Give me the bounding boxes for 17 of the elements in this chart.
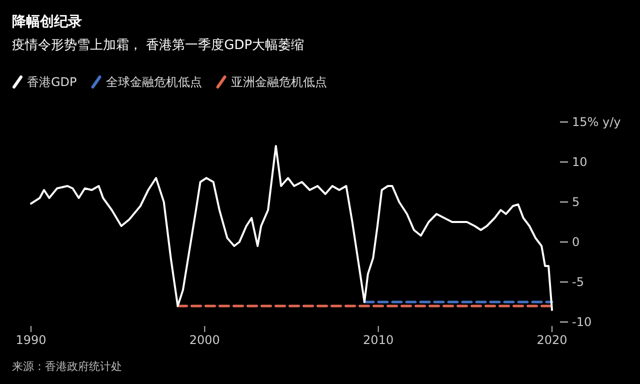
legend-label: 全球金融危机低点: [106, 75, 202, 89]
chart-title: 降幅创纪录: [12, 14, 82, 30]
chart-subtitle: 疫情令形势雪上加霜， 香港第一季度GDP大幅萎缩: [12, 37, 304, 53]
y-tick-label: -5: [572, 275, 584, 290]
x-tick-label: 1990: [16, 333, 46, 347]
y-tick-label: 5: [572, 195, 580, 210]
x-tick-label: 2010: [363, 333, 394, 347]
y-tick-label: -10: [572, 315, 592, 330]
line-series: [30, 145, 553, 311]
legend-label: 亚洲金融危机低点: [230, 75, 327, 89]
source-note: 来源：香港政府统计处: [12, 360, 122, 373]
x-tick-label: 2000: [189, 333, 220, 347]
y-tick-label: 15% y/y: [572, 115, 621, 130]
y-tick-label: 0: [572, 235, 580, 250]
y-tick-label: 10: [572, 155, 588, 170]
x-tick-label: 2020: [536, 333, 568, 347]
legend-label: 香港GDP: [27, 75, 77, 89]
